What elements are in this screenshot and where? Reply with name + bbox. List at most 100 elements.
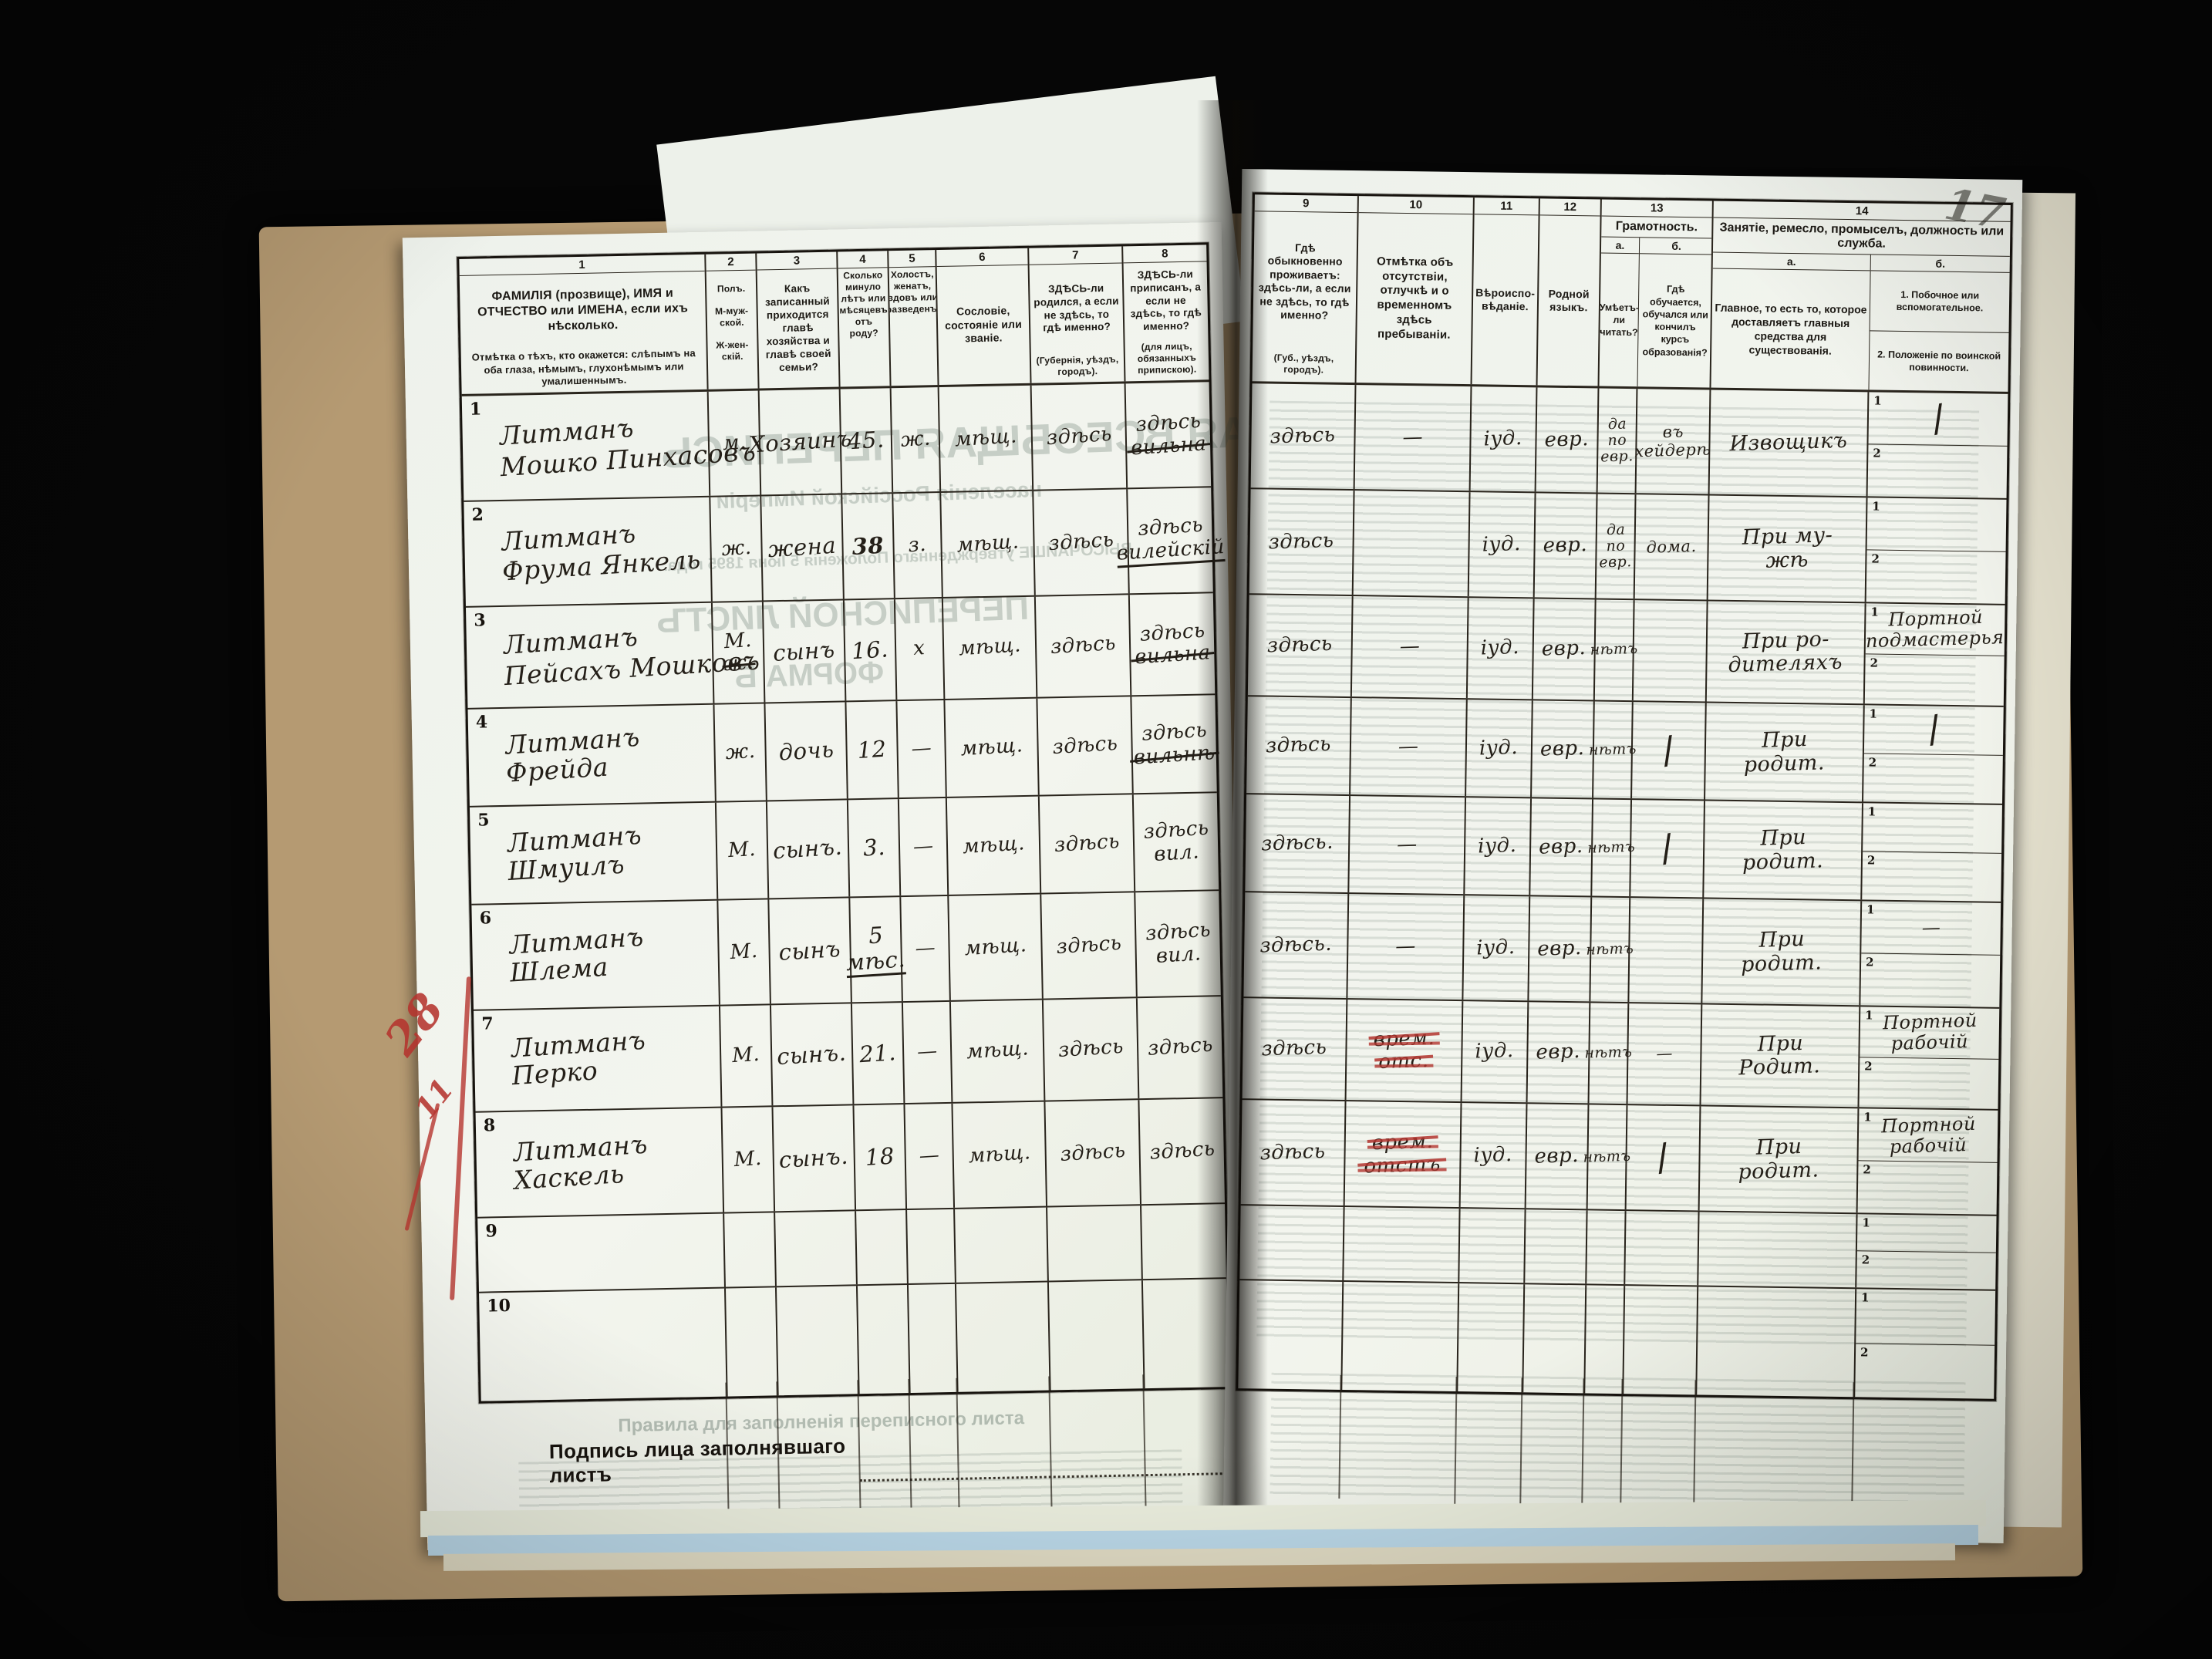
cell-occ-row-8: При родит. bbox=[1699, 1106, 1860, 1213]
handwritten-entry: дочь bbox=[777, 736, 835, 766]
row-number: 4 bbox=[475, 712, 488, 733]
column-header-11: 11 Вѣроиспо-вѣданіе. bbox=[1472, 197, 1540, 386]
cell-born-row-10 bbox=[1048, 1280, 1145, 1391]
column-4-title: Сколько минуло лѣтъ или мѣсяцевъ отъ род… bbox=[839, 269, 889, 339]
cell-school-row-9 bbox=[1625, 1211, 1700, 1286]
handwritten-entry: родит. bbox=[1742, 848, 1824, 875]
handwritten-entry: іуд. bbox=[1483, 426, 1523, 451]
handwritten-entry: евр. bbox=[1534, 1143, 1580, 1168]
column-number-7: 7 bbox=[1029, 246, 1122, 265]
cell-abs-row-2 bbox=[1353, 491, 1471, 597]
column-13b: б. Гдѣ обучается, обучался или кончилъ к… bbox=[1638, 238, 1714, 387]
handwritten-entry: мѣщ. bbox=[957, 633, 1022, 661]
cell-side-row-6: 1—2 bbox=[1860, 901, 2001, 1007]
column-3-title: Какъ записанный приходится главѣ хозяйст… bbox=[764, 282, 831, 373]
cell-side1-row-9: 1 bbox=[1857, 1214, 1997, 1253]
cell-side2-row-10: 2 bbox=[1855, 1342, 1995, 1399]
sub-row-number: 1 bbox=[1862, 1216, 1870, 1230]
column-number-4: 4 bbox=[838, 251, 888, 269]
row-number: 6 bbox=[479, 908, 492, 929]
handwritten-entry: вилейскій bbox=[1116, 534, 1226, 568]
table-row: здѣсь врем. отс. іуд. евр. нѣтъ — При Родит. 1 Пор… bbox=[1242, 998, 2000, 1111]
cell-occ-row-10 bbox=[1697, 1286, 1857, 1398]
cell-rel-row-5: сынъ. bbox=[767, 800, 851, 899]
cell-abs-row-4: — bbox=[1350, 698, 1468, 797]
handwritten-entry: врем. bbox=[1371, 1130, 1434, 1155]
handwritten-entry: — bbox=[1921, 916, 1941, 939]
handwritten-entry: нѣтъ bbox=[1585, 939, 1634, 959]
cell-side-row-1: 1 ∕ 2 bbox=[1867, 392, 2008, 498]
cell-lang-row-5: евр. bbox=[1530, 798, 1594, 896]
cell-reg-row-9 bbox=[1141, 1204, 1226, 1279]
column-5-title: Холостъ, женатъ, вдовъ или разведенъ. bbox=[889, 268, 939, 315]
cell-relig-row-1: іуд. bbox=[1470, 386, 1538, 492]
cell-name-row-6: 6 Литманъ Шлема bbox=[471, 900, 720, 1010]
cell-side1-row-2: 1 bbox=[1867, 497, 2007, 551]
handwritten-entry: нѣтъ bbox=[1584, 1044, 1633, 1063]
table-body-right: здѣсь — іуд. евр. да по евр. въ хейдерѣ Извощикъ 1… bbox=[1238, 383, 2008, 1399]
handwritten-entry: евр. bbox=[1537, 936, 1583, 961]
sub-row-number: 2 bbox=[1864, 1058, 1873, 1074]
cell-mar-row-5: — bbox=[899, 797, 949, 896]
sub-row-number: 2 bbox=[1871, 551, 1880, 566]
handwritten-entry: да bbox=[1607, 415, 1627, 433]
handwritten-entry: дителяхъ bbox=[1728, 649, 1843, 678]
cell-relig-row-9 bbox=[1459, 1209, 1526, 1283]
handwritten-entry: мѣщ. bbox=[961, 831, 1026, 859]
column-8-note: (для лицъ, обязанныхъ припискою). bbox=[1137, 340, 1197, 376]
table-row: 6 Литманъ Шлема М. сынъ 5 мѣс. — мѣщ. здѣсь здѣсь в… bbox=[471, 891, 1221, 1011]
handwritten-entry: здѣсь bbox=[1059, 1138, 1126, 1166]
census-table-right: 9 Гдѣ обыкновенно проживаетъ: здѣсь-ли, … bbox=[1236, 192, 2013, 1401]
row-number: 9 bbox=[485, 1221, 498, 1242]
cell-rel-row-9 bbox=[775, 1211, 858, 1286]
column-14a-label: а. bbox=[1712, 252, 1870, 271]
column-number-8: 8 bbox=[1123, 244, 1207, 264]
handwritten-entry: ∕ bbox=[1657, 825, 1678, 871]
cell-side2-row-6: 2 bbox=[1860, 953, 2001, 1007]
cell-side2-row-1: 2 bbox=[1867, 443, 2008, 498]
handwritten-entry: — bbox=[1655, 1044, 1673, 1064]
cell-name-row-7: 7 Литманъ Перко bbox=[474, 1006, 723, 1111]
column-number-6: 6 bbox=[936, 248, 1028, 268]
cell-side1-row-4: 1 ∕ bbox=[1864, 705, 2004, 755]
table-header-right: 9 Гдѣ обыкновенно проживаетъ: здѣсь-ли, … bbox=[1252, 194, 2011, 394]
handwritten-entry: здѣсь bbox=[1265, 732, 1332, 758]
cell-res-row-7: здѣсь bbox=[1242, 998, 1348, 1101]
handwritten-entry: вил. bbox=[1155, 941, 1202, 968]
sub-row-number: 1 bbox=[1873, 393, 1882, 408]
cell-side1-row-7: 1 Портной рабочій bbox=[1860, 1007, 1999, 1058]
signature-label: Подпись лица заполнявшаго листъ bbox=[548, 1434, 846, 1487]
sub-row-number: 2 bbox=[1873, 446, 1881, 460]
grid-continuation-line bbox=[1454, 1377, 1458, 1505]
handwritten-entry: ж. bbox=[724, 739, 756, 765]
cell-occ-row-3: При ро-дителяхъ bbox=[1706, 601, 1866, 704]
handwritten-entry: мѣщ. bbox=[953, 424, 1018, 452]
table-row: здѣсь — іуд. евр. да по евр. въ хейдерѣ Извощикъ 1… bbox=[1250, 383, 2008, 500]
sub-row-number: 2 bbox=[1863, 1162, 1871, 1177]
handwritten-entry: ж. bbox=[720, 535, 752, 561]
cell-rel-row-1: Хозяинъ bbox=[748, 389, 852, 495]
column-8-title: ЗДѢСЬ-ли приписанъ, а если не здѣсь, то … bbox=[1130, 268, 1202, 333]
column-number-10: 10 bbox=[1358, 196, 1473, 215]
column-12-title: Родной языкъ. bbox=[1548, 287, 1590, 314]
table-row: здѣсь — іуд. евр. нѣтъ При ро-дителяхъ 1 Портно… bbox=[1247, 595, 2005, 707]
grid-continuation-line bbox=[1581, 1378, 1585, 1510]
cell-name-row-1: 1 Литманъ Мошко Пинхасовъ bbox=[461, 391, 757, 501]
handwritten-entry: 5 bbox=[867, 922, 884, 949]
handwritten-entry: М. bbox=[727, 837, 757, 863]
handwritten-entry: евр. bbox=[1538, 834, 1584, 859]
column-header-14: 14 Занятіе, ремесло, промыселъ, должност… bbox=[1711, 201, 2011, 392]
handwritten-entry: — bbox=[1401, 425, 1424, 450]
handwritten-entry: Хозяинъ bbox=[747, 425, 853, 458]
cell-lang-row-7: евр. bbox=[1527, 1002, 1591, 1104]
cell-res-row-10 bbox=[1238, 1280, 1344, 1390]
cell-res-row-9 bbox=[1239, 1205, 1345, 1281]
row-number: 2 bbox=[471, 504, 484, 525]
handwritten-entry: рабочій bbox=[1889, 1133, 1968, 1158]
grid-continuation-line bbox=[1519, 1377, 1523, 1506]
handwritten-entry: родит. bbox=[1737, 1157, 1819, 1184]
handwritten-entry: ∕ bbox=[1928, 396, 1948, 441]
